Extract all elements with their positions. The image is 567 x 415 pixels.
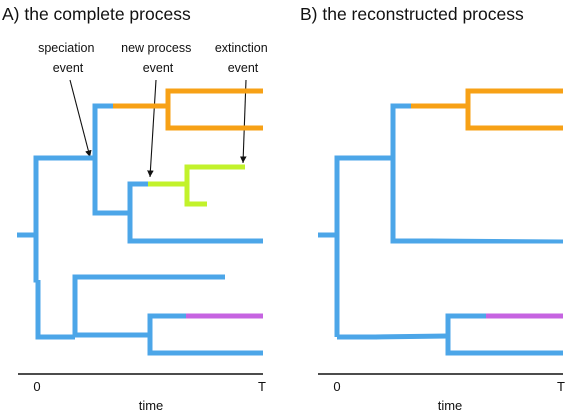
speciation-node: [92, 103, 128, 216]
orange-tips-b: [465, 88, 563, 131]
new-process-annotation: new process event: [121, 41, 195, 75]
extinction-annotation: extinction event: [215, 41, 271, 75]
panel-b: B) the reconstructed process 0 T time: [300, 4, 565, 413]
speciation-annotation-line1: speciation: [38, 41, 94, 55]
time-axis-a-end-tick: T: [258, 379, 266, 394]
speciation-annotation: speciation event: [38, 41, 98, 75]
purple-shift-node-b: [445, 313, 563, 356]
inner-node-b: [390, 103, 433, 244]
bottom-node: [72, 274, 225, 338]
extinction-annotation-line2: event: [228, 61, 259, 75]
speciation-annotation-line2: event: [53, 61, 84, 75]
time-axis-b-end-tick: T: [557, 379, 565, 394]
extinct-green-lineage: [184, 164, 245, 207]
new-process-arrow: [147, 79, 157, 178]
orange-tips: [165, 88, 263, 131]
new-process-annotation-line2: event: [143, 61, 174, 75]
new-process-annotation-line1: new process: [121, 41, 191, 55]
time-axis-a-start-tick: 0: [33, 379, 40, 394]
panel-a: A) the complete process speciation event…: [2, 4, 271, 413]
top-clade-connector: [33, 155, 93, 283]
purple-shift-node: [147, 313, 263, 356]
bottom-clade-connector: [35, 280, 75, 340]
speciation-arrow: [69, 79, 92, 158]
panel-a-title: A) the complete process: [2, 4, 191, 24]
extinction-annotation-line1: extinction: [215, 41, 268, 55]
time-axis-b-start-tick: 0: [333, 379, 340, 394]
tapered-branch-upper: [431, 238, 563, 244]
tapered-branch-lower: [375, 333, 448, 340]
time-axis-b-label: time: [438, 398, 463, 413]
time-axis-a-label: time: [139, 398, 164, 413]
panel-b-title: B) the reconstructed process: [300, 4, 524, 24]
extinction-arrow: [239, 79, 247, 164]
root-node-b: [334, 155, 393, 337]
shift-node: [127, 181, 263, 244]
